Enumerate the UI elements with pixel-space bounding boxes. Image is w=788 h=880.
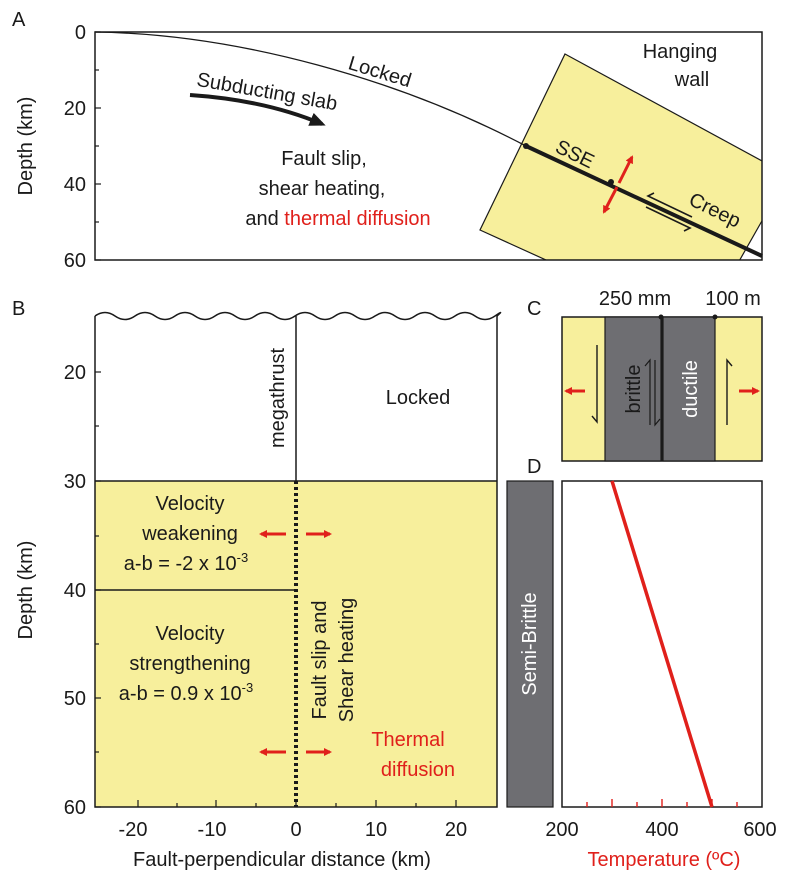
marker-100m	[712, 314, 718, 320]
label-fault-slip: Fault slip and	[309, 601, 331, 720]
label-thermal-2: diffusion	[381, 759, 455, 781]
label-100m: 100 m	[705, 288, 761, 310]
panel-d: D Semi-Brittle 200 400 600 Temperature (…	[506, 456, 777, 871]
panel-b-xtick-0: 0	[290, 819, 301, 841]
label-process-3: and thermal diffusion	[245, 208, 430, 230]
label-vw-3: a-b = -2 x 10-3	[124, 550, 248, 575]
label-locked-a: Locked	[346, 52, 414, 92]
label-thermal-1: Thermal	[371, 729, 444, 751]
label-brittle: brittle	[623, 365, 645, 414]
panel-a-ytick-0: 0	[75, 22, 86, 44]
panel-a-ylabel: Depth (km)	[15, 97, 37, 196]
label-process-3-pre: and	[245, 208, 284, 230]
ductile-zone	[662, 316, 716, 462]
label-vw-2: weakening	[141, 523, 238, 545]
panel-b-ytick-60: 60	[64, 797, 86, 819]
creep-shear-arrow-lower	[645, 206, 692, 232]
label-vw-3-exp: -3	[237, 550, 249, 565]
label-vs-3-exp: -3	[242, 680, 254, 695]
shear-arrow-mid-2	[654, 360, 661, 427]
panel-d-xlabel: Temperature (ºC)	[588, 849, 741, 871]
creep-shear-arrow-upper	[646, 192, 693, 218]
sse-red-arrow-up	[617, 155, 634, 184]
brittle-zone	[604, 316, 662, 462]
panel-a-ytick-60: 60	[64, 250, 86, 272]
panel-b-ylabel: Depth (km)	[15, 541, 37, 640]
panel-b-wavy-top	[94, 311, 502, 321]
panel-b-xticks	[137, 800, 457, 807]
panel-b-ytick-40: 40	[64, 580, 86, 602]
panel-b-xtick-m10: -10	[198, 819, 227, 841]
shear-arrow-mid-1	[644, 358, 651, 425]
panel-c: C 250 mm 100 m brittle ductile	[527, 288, 763, 462]
temperature-plot	[610, 480, 714, 808]
shear-arrow-left	[591, 345, 598, 424]
panel-a-yticks	[95, 31, 101, 261]
sse-red-arrow-down	[602, 186, 619, 214]
panel-d-xtick-400: 400	[645, 819, 678, 841]
panel-d-xtick-200: 200	[545, 819, 578, 841]
label-hanging-wall-1: Hanging	[643, 41, 718, 63]
marker-250mm	[658, 314, 664, 320]
label-ductile: ductile	[680, 360, 702, 418]
label-vs-1: Velocity	[156, 623, 225, 645]
panel-a: A 0 20 40 60 Depth (km) Locked Subductin…	[12, 9, 763, 272]
panel-b: B 20 30 40 50 60 Depth (km)	[12, 298, 502, 871]
panel-a-ytick-40: 40	[64, 174, 86, 196]
shear-arrow-right	[726, 358, 733, 425]
panel-a-letter: A	[12, 9, 26, 31]
label-vs-3: a-b = 0.9 x 10-3	[119, 680, 253, 705]
label-process-1: Fault slip,	[281, 148, 367, 170]
panel-a-ytick-20: 20	[64, 98, 86, 120]
fault-node-2	[608, 179, 614, 185]
slab-motion-arrow	[189, 93, 326, 126]
label-process-2: shear heating,	[259, 178, 386, 200]
panel-b-letter: B	[12, 298, 25, 320]
label-locked-b: Locked	[386, 387, 451, 409]
panel-b-ytick-20: 20	[64, 362, 86, 384]
panel-c-letter: C	[527, 298, 541, 320]
fault-node-1	[523, 143, 529, 149]
label-process-3-red: thermal diffusion	[284, 208, 430, 230]
label-hanging-wall-2: wall	[674, 69, 709, 91]
panel-b-xlabel: Fault-perpendicular distance (km)	[133, 849, 431, 871]
slab-interface-fault	[525, 144, 763, 258]
panel-d-letter: D	[527, 456, 541, 478]
label-vs-3-base: a-b = 0.9 x 10	[119, 683, 242, 705]
panel-b-xtick-10: 10	[365, 819, 387, 841]
panel-b-ytick-50: 50	[64, 688, 86, 710]
panel-b-xtick-m20: -20	[119, 819, 148, 841]
hanging-wall-block	[479, 53, 762, 260]
panel-b-xtick-20: 20	[445, 819, 467, 841]
label-250mm: 250 mm	[599, 288, 671, 310]
label-megathrust: megathrust	[267, 348, 289, 448]
label-subducting-slab: Subducting slab	[195, 69, 339, 115]
panel-d-xtick-600: 600	[743, 819, 776, 841]
label-semi-brittle: Semi-Brittle	[519, 592, 541, 695]
semi-brittle-bar	[506, 480, 554, 808]
label-vw-1: Velocity	[156, 493, 225, 515]
label-vs-2: strengthening	[129, 653, 250, 675]
temperature-line-0	[610, 480, 714, 808]
panel-b-yticks	[95, 371, 101, 808]
label-vw-3-base: a-b = -2 x 10	[124, 553, 237, 575]
slab-interface-upper	[94, 31, 527, 147]
panel-b-ytick-30: 30	[64, 471, 86, 493]
label-shear-heating: Shear heating	[336, 598, 358, 723]
